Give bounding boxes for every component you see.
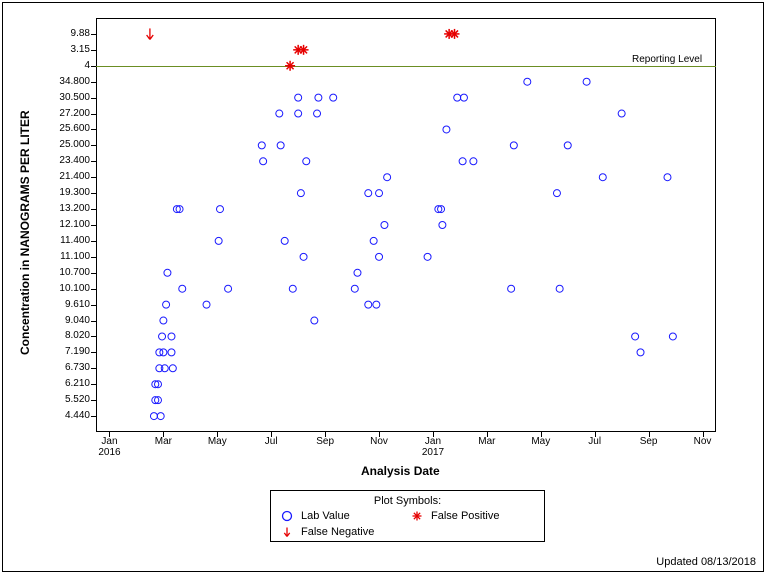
legend-label: Lab Value xyxy=(301,510,350,522)
legend-item: False Negative xyxy=(279,525,389,539)
legend-label: False Positive xyxy=(431,510,499,522)
updated-footer: Updated 08/13/2018 xyxy=(656,556,756,568)
legend-item: False Positive xyxy=(409,509,519,523)
legend-item: Lab Value xyxy=(279,509,389,523)
legend: Plot Symbols: Lab Value False Positive Fal… xyxy=(270,490,545,542)
legend-title: Plot Symbols: xyxy=(279,495,536,507)
legend-label: False Negative xyxy=(301,526,374,538)
